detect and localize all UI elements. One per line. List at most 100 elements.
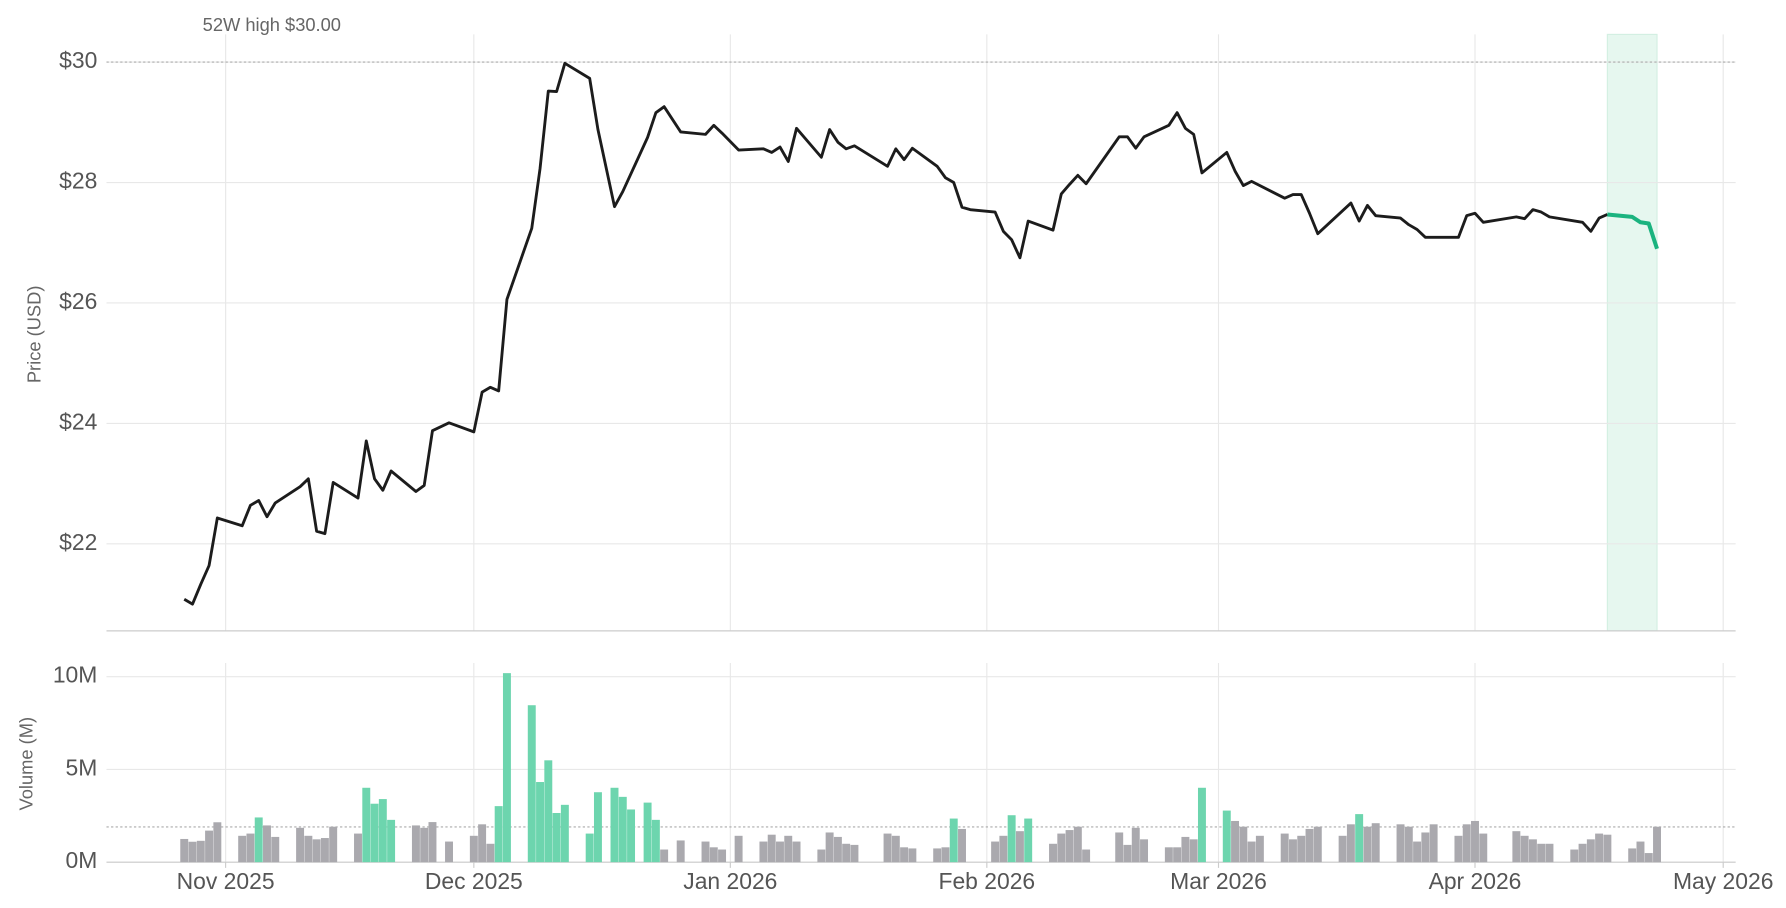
volume-bar bbox=[238, 835, 247, 863]
y-tick-label: 5M bbox=[66, 754, 98, 780]
volume-bar bbox=[618, 796, 627, 863]
volume-bar bbox=[387, 819, 396, 863]
volume-bar bbox=[842, 843, 851, 863]
volume-bar bbox=[1537, 843, 1546, 863]
volume-bar bbox=[1346, 824, 1355, 863]
volume-bar bbox=[329, 826, 338, 863]
volume-bar bbox=[1231, 820, 1240, 863]
volume-bar bbox=[1462, 824, 1471, 863]
x-tick-label: Apr 2026 bbox=[1429, 868, 1522, 894]
volume-bar bbox=[1280, 833, 1289, 863]
volume-bar bbox=[593, 792, 602, 863]
volume-bar bbox=[610, 787, 619, 863]
volume-bar bbox=[1570, 849, 1579, 863]
volume-bar bbox=[1197, 787, 1206, 863]
volume-bar bbox=[1413, 841, 1422, 863]
y-tick-label: 10M bbox=[53, 662, 98, 688]
volume-bar bbox=[271, 836, 280, 863]
volume-bar bbox=[676, 840, 685, 863]
volume-bar bbox=[1173, 847, 1182, 863]
volume-bar bbox=[552, 812, 561, 863]
volume-bar bbox=[1313, 826, 1322, 863]
volume-bar bbox=[1603, 834, 1612, 863]
volume-bar bbox=[362, 787, 371, 863]
volume-bar bbox=[502, 673, 511, 863]
volume-bar bbox=[1164, 847, 1173, 863]
volume-bar bbox=[196, 840, 205, 863]
y-tick-label: $24 bbox=[59, 408, 97, 434]
volume-bar bbox=[494, 806, 503, 863]
volume-bar bbox=[1115, 832, 1124, 863]
volume-bar bbox=[759, 841, 768, 863]
volume-bar bbox=[478, 824, 487, 863]
volume-bar bbox=[188, 841, 197, 863]
volume-bar bbox=[991, 841, 1000, 863]
x-tick-label: May 2026 bbox=[1673, 868, 1773, 894]
volume-bar bbox=[999, 835, 1008, 863]
volume-bar bbox=[627, 809, 636, 863]
y-axis-title: Price (USD) bbox=[23, 286, 44, 384]
volume-bar bbox=[1371, 823, 1380, 863]
volume-bar bbox=[1189, 839, 1198, 863]
volume-bar bbox=[1545, 843, 1554, 863]
volume-bar bbox=[1015, 831, 1024, 863]
volume-bar bbox=[1404, 826, 1413, 863]
x-tick-label: Nov 2025 bbox=[177, 868, 275, 894]
x-tick-label: Feb 2026 bbox=[938, 868, 1035, 894]
volume-bar bbox=[1528, 839, 1537, 863]
volume-bar bbox=[304, 835, 313, 863]
volume-bar bbox=[900, 847, 909, 863]
volume-bar bbox=[1454, 835, 1463, 863]
volume-bar bbox=[411, 825, 420, 863]
volume-bar bbox=[1239, 826, 1248, 863]
volume-bar bbox=[354, 833, 362, 863]
volume-bar bbox=[296, 827, 305, 863]
volume-bar bbox=[486, 843, 495, 863]
volume-bar bbox=[792, 841, 801, 863]
volume-bar bbox=[254, 817, 263, 863]
volume-bar bbox=[941, 847, 950, 863]
x-tick-label: Jan 2026 bbox=[683, 868, 777, 894]
volume-bar bbox=[908, 848, 917, 863]
volume-bar bbox=[709, 847, 718, 863]
y-tick-label: $28 bbox=[59, 168, 97, 194]
volume-bar bbox=[1338, 835, 1347, 863]
volume-bar bbox=[883, 833, 892, 863]
volume-bar bbox=[1131, 827, 1140, 863]
volume-bar bbox=[205, 830, 214, 863]
volume-bar bbox=[1471, 820, 1479, 863]
volume-bar bbox=[1595, 833, 1604, 863]
volume-bar bbox=[1479, 833, 1488, 863]
volume-bar bbox=[1065, 830, 1074, 863]
volume-bar bbox=[701, 841, 710, 863]
y-tick-label: $30 bbox=[59, 47, 97, 73]
volume-bar bbox=[1429, 824, 1438, 863]
volume-bar bbox=[1247, 841, 1256, 863]
volume-bar bbox=[891, 835, 900, 863]
volume-bar bbox=[1421, 832, 1430, 863]
volume-bar bbox=[1255, 835, 1264, 863]
volume-bar bbox=[767, 834, 776, 863]
volume-bar bbox=[1305, 828, 1314, 863]
volume-bar bbox=[1512, 831, 1521, 863]
y-axis-title: Volume (M) bbox=[15, 717, 36, 811]
volume-bar bbox=[825, 832, 834, 863]
volume-bar bbox=[933, 848, 942, 863]
volume-bar bbox=[1628, 848, 1637, 863]
volume-bar bbox=[1024, 818, 1033, 863]
volume-bar bbox=[1288, 839, 1297, 863]
volume-bar bbox=[1123, 844, 1132, 863]
volume-bar bbox=[370, 803, 379, 863]
volume-bar bbox=[1222, 810, 1231, 863]
volume-bar bbox=[1586, 839, 1595, 863]
volume-bar bbox=[833, 836, 842, 863]
volume-bar bbox=[776, 841, 784, 863]
volume-bar bbox=[536, 782, 545, 863]
volume-bar bbox=[1073, 826, 1082, 863]
volume-bar bbox=[958, 828, 966, 863]
volume-bar bbox=[1520, 835, 1529, 863]
volume-bar bbox=[1363, 826, 1372, 863]
volume-bar bbox=[1578, 843, 1587, 863]
volume-bar bbox=[469, 835, 478, 863]
